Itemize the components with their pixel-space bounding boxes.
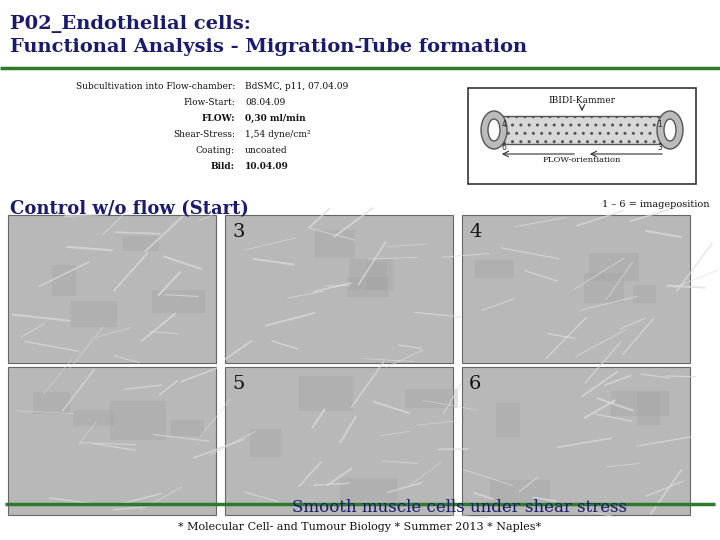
Bar [110,401,166,440]
Bar [462,215,690,363]
Bar [366,261,387,290]
Bar [633,285,656,303]
Text: Functional Analysis - Migration-Tube formation: Functional Analysis - Migration-Tube for… [10,38,527,56]
Text: Flow-Start:: Flow-Start: [184,98,235,107]
Bar [225,367,453,515]
Bar [8,215,216,363]
Text: Coating:: Coating: [196,146,235,155]
Text: 3: 3 [657,143,662,152]
Bar [496,403,521,437]
Bar [347,277,390,297]
Text: 6: 6 [502,143,507,152]
Text: 08.04.09: 08.04.09 [245,98,285,107]
Bar [490,480,550,502]
Text: FLOW:: FLOW: [202,114,235,123]
Bar [71,301,117,327]
Bar [475,260,514,278]
Ellipse shape [481,111,507,149]
Bar [588,253,639,281]
Text: 1,54 dyne/cm²: 1,54 dyne/cm² [245,130,310,139]
Text: * Molecular Cell- and Tumour Biology * Summer 2013 * Naples*: * Molecular Cell- and Tumour Biology * S… [179,522,541,532]
Bar [340,478,397,501]
Bar [153,290,204,313]
Bar [299,376,354,411]
Bar [52,265,76,296]
Ellipse shape [657,111,683,149]
Text: Subcultivation into Flow-chamber:: Subcultivation into Flow-chamber: [76,82,235,91]
Text: 6: 6 [469,375,482,393]
Text: 1: 1 [657,120,662,129]
Bar [462,367,690,515]
Bar [8,367,216,515]
Text: 5: 5 [232,375,244,393]
Bar [225,215,453,363]
Bar [636,392,660,425]
Ellipse shape [664,119,676,141]
Text: uncoated: uncoated [245,146,287,155]
Text: 4: 4 [469,223,482,241]
Bar [611,390,669,416]
Text: Smooth muscle cells under shear stress: Smooth muscle cells under shear stress [292,499,628,516]
Bar [171,420,204,436]
Text: BdSMC, p11, 07.04.09: BdSMC, p11, 07.04.09 [245,82,348,91]
Bar [251,429,281,457]
Text: FLOW-orientiation: FLOW-orientiation [543,156,621,164]
Bar [315,230,354,258]
Text: 4: 4 [502,120,506,129]
Text: IBIDI-Kammer: IBIDI-Kammer [549,96,616,105]
Bar [349,259,392,291]
Text: Bild:: Bild: [211,162,235,171]
Bar [494,116,670,144]
Text: 1 – 6 = imageposition: 1 – 6 = imageposition [603,200,710,209]
Text: 10.04.09: 10.04.09 [245,162,289,171]
Bar [405,389,459,408]
Text: 3: 3 [232,223,245,241]
Bar [123,236,159,251]
Bar [468,88,696,184]
Bar [32,392,71,414]
Bar [73,410,114,426]
Text: Shear-Stress:: Shear-Stress: [173,130,235,139]
Bar [584,273,624,302]
Text: Control w/o flow (Start): Control w/o flow (Start) [10,200,249,218]
Ellipse shape [488,119,500,141]
Text: 0,30 ml/min: 0,30 ml/min [245,114,305,123]
Text: P02_Endothelial cells:: P02_Endothelial cells: [10,15,251,33]
